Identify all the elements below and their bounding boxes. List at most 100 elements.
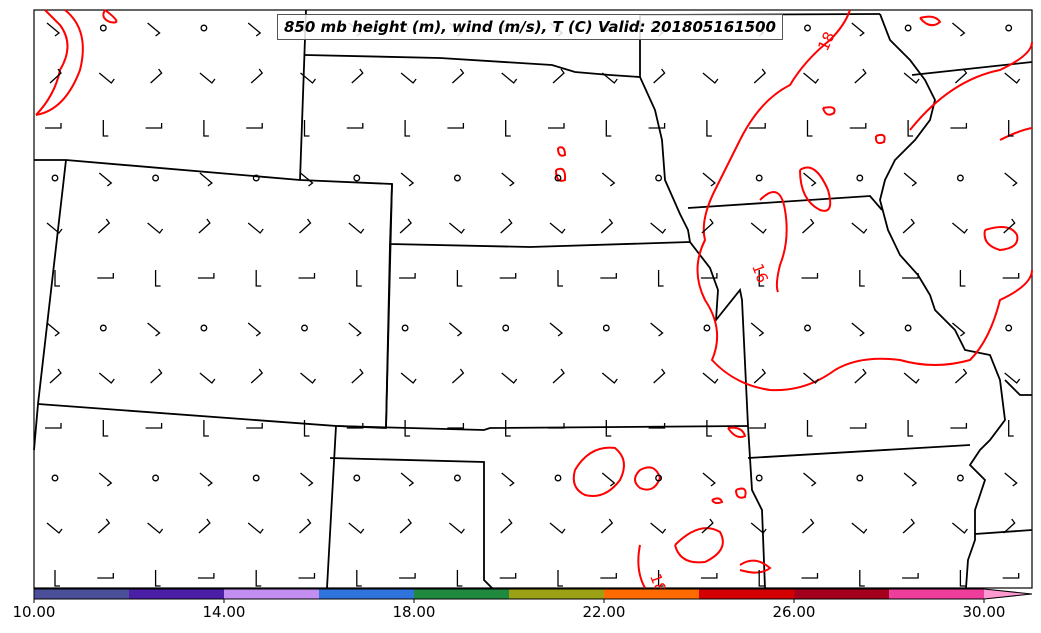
- wind-barb: [456, 570, 463, 587]
- wind-barb: [702, 172, 716, 187]
- wind-barb: [803, 172, 817, 187]
- wind-barb: [299, 518, 312, 534]
- wind-barb: [702, 472, 716, 487]
- wind-barb: [501, 472, 515, 487]
- colorbar-tick-label: 30.00: [962, 603, 1006, 621]
- wind-barb: [657, 570, 664, 587]
- wind-barb: [49, 68, 62, 84]
- wind-barb: [246, 123, 263, 129]
- temperature-contour: [102, 9, 118, 24]
- wind-barb: [653, 368, 666, 384]
- wind-barb: [702, 72, 719, 84]
- wind-barb: [399, 518, 412, 534]
- colorbar-tick-label: 18.00: [392, 603, 436, 621]
- wind-barb: [147, 522, 164, 534]
- wind-barb: [399, 273, 416, 279]
- wind-barb: [147, 222, 164, 234]
- wind-barb: [203, 420, 209, 437]
- wind-barb: [605, 120, 612, 137]
- calm-wind-circle: [856, 474, 864, 482]
- calm-wind-circle: [99, 24, 107, 32]
- calm-wind-circle: [956, 174, 964, 182]
- wind-barb: [1008, 420, 1014, 437]
- wind-barb: [356, 570, 362, 587]
- wind-barb: [197, 273, 215, 279]
- calm-wind-circle: [51, 174, 59, 182]
- wind-barb: [903, 72, 920, 84]
- wind-barb: [351, 68, 364, 84]
- state-boundary: [1004, 379, 1032, 396]
- wind-barb: [97, 218, 111, 234]
- wind-barb: [456, 270, 463, 287]
- wind-barb: [851, 222, 868, 234]
- wind-barb: [902, 573, 919, 579]
- wind-barb: [959, 270, 966, 287]
- wind-barbs: [45, 22, 1021, 587]
- temperature-contours: [35, 9, 1033, 589]
- calm-wind-circle: [554, 474, 562, 482]
- wind-barb: [199, 372, 216, 384]
- wind-barb: [199, 472, 213, 487]
- wind-barb: [45, 123, 62, 129]
- wind-barb: [199, 72, 216, 84]
- wind-barb: [255, 270, 262, 287]
- wind-barb: [854, 368, 867, 384]
- wind-barb: [46, 22, 61, 37]
- wind-barb: [903, 372, 920, 384]
- wind-barb: [1004, 472, 1018, 487]
- temperature-contour: [799, 166, 832, 212]
- temperature-contour: [874, 133, 886, 145]
- wind-barb: [448, 322, 463, 337]
- wind-barb: [255, 570, 262, 587]
- wind-barb: [300, 72, 317, 84]
- wind-barb: [951, 22, 966, 37]
- colorbar-extend-arrow: [984, 589, 1032, 599]
- calm-wind-circle: [655, 474, 663, 482]
- calm-wind-circle: [252, 474, 260, 482]
- colorbar-tick-label: 14.00: [202, 603, 246, 621]
- wind-barb: [802, 518, 815, 534]
- wind-barb: [348, 222, 365, 234]
- temperature-contour: [696, 139, 1033, 392]
- wind-barb: [657, 270, 664, 287]
- wind-barb: [650, 222, 667, 234]
- wind-barb: [803, 472, 817, 487]
- colorbar-segment: [699, 589, 794, 599]
- wind-barb: [97, 273, 114, 279]
- wind-barb: [154, 270, 161, 287]
- colorbar-segment: [34, 589, 129, 599]
- wind-barb: [1002, 273, 1020, 279]
- wind-barb: [147, 22, 161, 37]
- wind-barb: [250, 368, 264, 384]
- wind-barb: [600, 518, 614, 534]
- wind-barb: [247, 522, 264, 534]
- wind-barb: [399, 218, 412, 234]
- state-boundary: [329, 457, 493, 589]
- wind-barb: [447, 123, 465, 129]
- wind-barb: [750, 222, 767, 234]
- wind-barb: [605, 420, 612, 437]
- calm-wind-circle: [804, 24, 811, 32]
- wind-barb: [46, 322, 61, 337]
- wind-barb: [97, 518, 111, 534]
- wind-barb: [346, 123, 364, 129]
- wind-barb: [859, 270, 865, 287]
- wind-barb: [548, 123, 565, 129]
- wind-barb: [299, 218, 312, 234]
- wind-barb: [356, 270, 362, 287]
- calm-wind-circle: [200, 24, 208, 32]
- wind-barb: [702, 372, 719, 384]
- temperature-contour: [711, 497, 724, 505]
- wind-barb: [404, 420, 411, 437]
- wind-barb: [247, 222, 264, 234]
- wind-barb: [303, 420, 310, 437]
- wind-barb: [198, 218, 211, 234]
- wind-barb: [950, 423, 968, 429]
- wind-barb: [806, 420, 813, 437]
- colorbar-segment: [129, 589, 224, 599]
- wind-barb: [298, 573, 316, 579]
- wind-barb: [749, 123, 766, 129]
- wind-barb: [400, 472, 415, 487]
- wind-barb: [749, 423, 766, 429]
